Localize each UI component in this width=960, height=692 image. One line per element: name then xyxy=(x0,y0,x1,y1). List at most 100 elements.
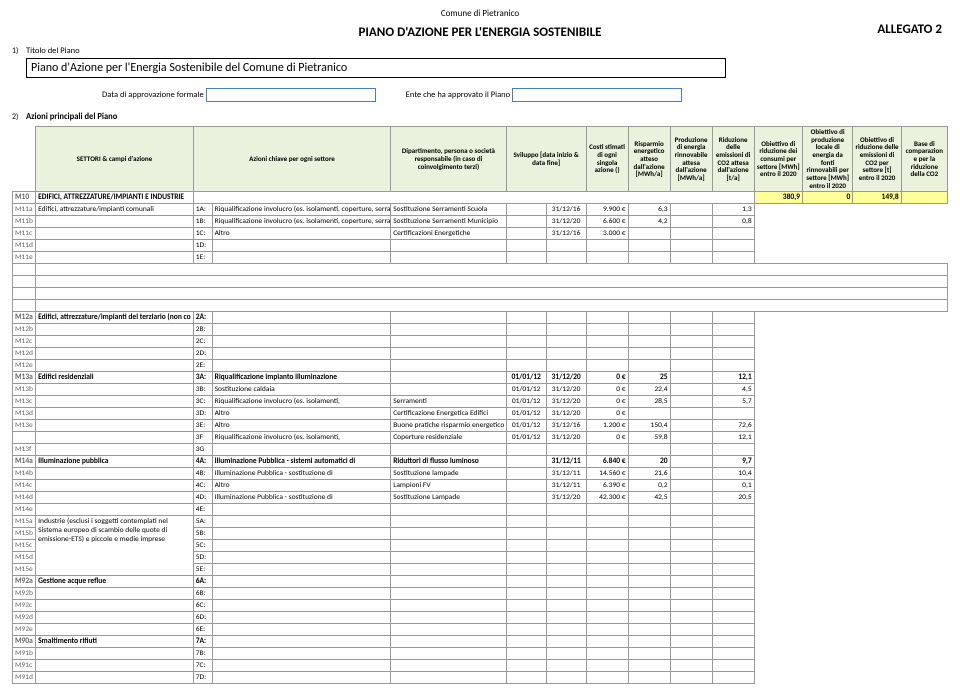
table-cell[interactable] xyxy=(586,551,628,563)
table-cell[interactable]: 0,1 xyxy=(712,479,754,491)
table-cell[interactable] xyxy=(586,611,628,623)
table-cell[interactable]: 7A: xyxy=(193,635,212,647)
table-cell[interactable] xyxy=(36,443,194,455)
table-cell[interactable] xyxy=(212,539,391,551)
table-cell[interactable] xyxy=(36,347,194,359)
table-cell[interactable] xyxy=(36,659,194,671)
table-cell[interactable] xyxy=(212,551,391,563)
plan-title-input[interactable]: Piano d'Azione per l'Energia Sostenibile… xyxy=(26,58,726,78)
table-cell[interactable]: 4B: xyxy=(193,467,212,479)
table-cell[interactable] xyxy=(36,503,194,515)
table-cell[interactable] xyxy=(506,443,546,455)
table-cell[interactable] xyxy=(506,599,546,611)
table-cell[interactable] xyxy=(36,479,194,491)
table-cell[interactable]: 6.840 € xyxy=(586,455,628,467)
table-cell[interactable]: 1.200 € xyxy=(586,419,628,431)
table-cell[interactable]: 0 € xyxy=(586,431,628,443)
table-cell[interactable]: 1,3 xyxy=(712,203,754,215)
table-cell[interactable] xyxy=(212,659,391,671)
table-cell[interactable] xyxy=(712,227,754,239)
table-cell[interactable] xyxy=(391,563,507,575)
table-cell[interactable] xyxy=(391,347,507,359)
table-cell[interactable] xyxy=(506,359,546,371)
table-cell[interactable]: 31/12/20 xyxy=(546,383,586,395)
table-cell[interactable]: 2E: xyxy=(193,359,212,371)
table-cell[interactable] xyxy=(391,251,507,263)
table-cell[interactable]: 3G xyxy=(193,443,212,455)
table-cell[interactable] xyxy=(670,647,712,659)
table-cell[interactable] xyxy=(36,251,194,263)
table-cell[interactable] xyxy=(628,251,670,263)
table-cell[interactable] xyxy=(212,671,391,683)
table-cell[interactable]: 42,5 xyxy=(628,491,670,503)
table-cell[interactable] xyxy=(628,539,670,551)
table-cell[interactable] xyxy=(712,503,754,515)
table-cell[interactable]: 6.600 € xyxy=(586,215,628,227)
table-cell[interactable] xyxy=(391,611,507,623)
table-cell[interactable] xyxy=(670,203,712,215)
table-cell[interactable] xyxy=(628,503,670,515)
table-cell[interactable]: 1C: xyxy=(193,227,212,239)
table-cell[interactable] xyxy=(586,587,628,599)
table-cell[interactable] xyxy=(391,503,507,515)
table-cell[interactable] xyxy=(212,359,391,371)
table-cell[interactable] xyxy=(506,323,546,335)
table-cell[interactable]: 3E: xyxy=(193,419,212,431)
table-cell[interactable]: 0 € xyxy=(586,395,628,407)
table-cell[interactable] xyxy=(546,599,586,611)
table-cell[interactable] xyxy=(628,563,670,575)
table-cell[interactable] xyxy=(586,539,628,551)
table-cell[interactable]: 31/12/16 xyxy=(546,203,586,215)
table-cell[interactable] xyxy=(670,395,712,407)
table-cell[interactable] xyxy=(391,599,507,611)
table-cell[interactable] xyxy=(628,347,670,359)
table-cell[interactable]: Riduttori di flusso luminoso xyxy=(391,455,507,467)
table-cell[interactable] xyxy=(586,623,628,635)
table-cell[interactable]: 72,6 xyxy=(712,419,754,431)
table-cell[interactable] xyxy=(712,563,754,575)
table-cell[interactable]: Illuminazione Pubblica - sistemi automat… xyxy=(212,455,391,467)
table-cell[interactable] xyxy=(212,311,391,323)
table-cell[interactable]: 59,8 xyxy=(628,431,670,443)
table-cell[interactable]: 7D: xyxy=(193,671,212,683)
table-cell[interactable]: 01/01/12 xyxy=(506,407,546,419)
table-cell[interactable] xyxy=(391,311,507,323)
table-cell[interactable]: 6B: xyxy=(193,587,212,599)
table-cell[interactable]: 3C: xyxy=(193,395,212,407)
table-cell[interactable]: 4C: xyxy=(193,479,212,491)
table-cell[interactable]: 31/12/16 xyxy=(546,227,586,239)
table-cell[interactable] xyxy=(391,551,507,563)
table-cell[interactable] xyxy=(212,251,391,263)
table-cell[interactable] xyxy=(546,563,586,575)
table-cell[interactable] xyxy=(391,659,507,671)
table-cell[interactable] xyxy=(36,407,194,419)
table-cell[interactable]: Illuminazione Pubblica - sostituzione di xyxy=(212,491,391,503)
table-cell[interactable]: 20,5 xyxy=(712,491,754,503)
table-cell[interactable]: 31/12/11 xyxy=(546,479,586,491)
table-cell[interactable] xyxy=(391,587,507,599)
table-cell[interactable] xyxy=(506,239,546,251)
table-cell[interactable] xyxy=(391,371,507,383)
table-cell[interactable] xyxy=(712,527,754,539)
table-cell[interactable]: Certificazione Energetica Edifici xyxy=(391,407,507,419)
table-cell[interactable]: 31/12/16 xyxy=(546,419,586,431)
table-cell[interactable] xyxy=(712,539,754,551)
table-cell[interactable] xyxy=(506,215,546,227)
table-cell[interactable] xyxy=(670,551,712,563)
table-cell[interactable] xyxy=(546,539,586,551)
table-cell[interactable] xyxy=(212,527,391,539)
table-cell[interactable] xyxy=(712,443,754,455)
table-cell[interactable] xyxy=(36,611,194,623)
table-cell[interactable] xyxy=(36,623,194,635)
table-cell[interactable] xyxy=(628,323,670,335)
table-cell[interactable] xyxy=(586,359,628,371)
table-cell[interactable] xyxy=(506,467,546,479)
table-cell[interactable] xyxy=(546,335,586,347)
table-cell[interactable]: 12,1 xyxy=(712,371,754,383)
table-cell[interactable] xyxy=(546,347,586,359)
table-cell[interactable] xyxy=(670,323,712,335)
table-cell[interactable]: 4E: xyxy=(193,503,212,515)
table-cell[interactable] xyxy=(670,479,712,491)
table-cell[interactable] xyxy=(506,503,546,515)
table-cell[interactable] xyxy=(586,527,628,539)
